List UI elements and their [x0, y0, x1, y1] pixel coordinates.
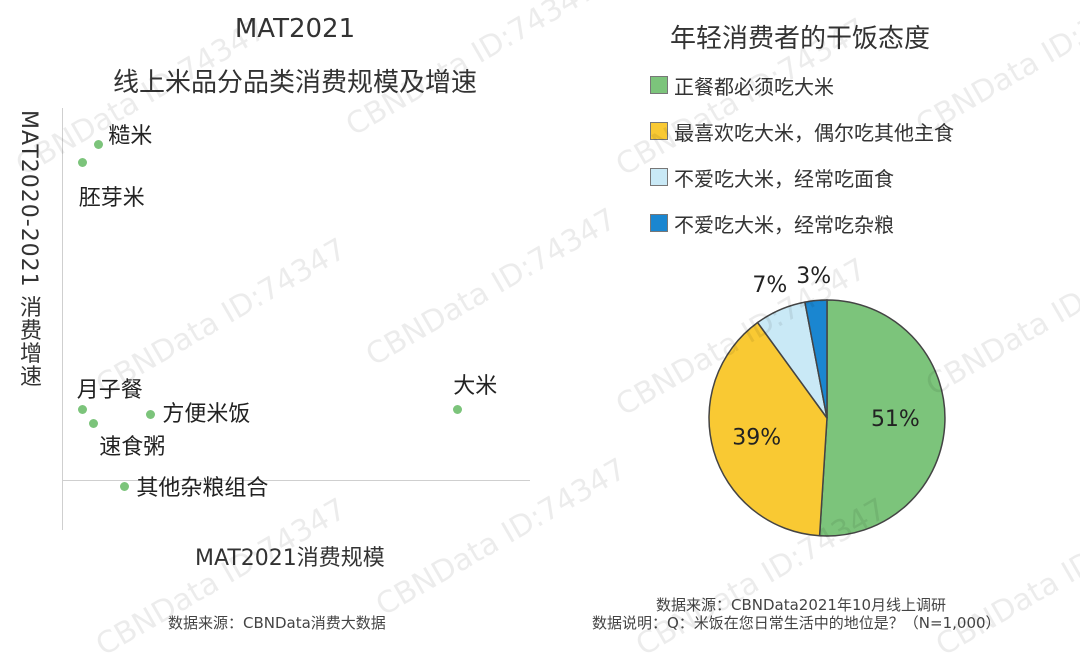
pie-legend-item: 不爱吃大米，经常吃面食 — [650, 164, 894, 191]
pie-legend-swatch — [650, 76, 668, 94]
scatter-point — [78, 405, 88, 414]
pie-slice — [818, 299, 946, 537]
scatter-point-label: 其他杂粮组合 — [136, 476, 269, 501]
scatter-point — [93, 139, 103, 149]
pie-legend-swatch — [650, 168, 668, 186]
pie-slice — [804, 299, 828, 419]
pie-legend-item: 不爱吃大米，经常吃杂粮 — [650, 210, 894, 237]
pie-legend-swatch — [650, 214, 668, 232]
pie-legend-label: 正餐都必须吃大米 — [674, 74, 834, 99]
pie-slice-label: 39% — [732, 425, 781, 450]
pie-title: 年轻消费者的干饭态度 — [669, 24, 930, 54]
scatter-point-label: 速食粥 — [99, 435, 166, 460]
pie-slice-label: 3% — [796, 264, 831, 289]
pie-note: 数据说明：Q：米饭在您日常生活中的地位是？（N=1,000） — [592, 614, 1001, 632]
pie-legend-item: 正餐都必须吃大米 — [650, 72, 834, 99]
scatter-panel: MAT2021 线上米品分品类消费规模及增速 MAT2020-2021 消费增速… — [16, 14, 530, 632]
scatter-point — [145, 409, 155, 419]
scatter-x-axis — [62, 480, 530, 481]
scatter-x-axis-title: MAT2021消费规模 — [195, 546, 385, 571]
scatter-point — [119, 481, 129, 491]
pie-legend-item: 最喜欢吃大米，偶尔吃其他主食 — [650, 118, 954, 145]
scatter-y-axis — [62, 108, 63, 530]
scatter-point — [78, 157, 88, 167]
pie-source: 数据来源：CBNData2021年10月线上调研 — [656, 596, 947, 614]
scatter-point — [88, 418, 98, 428]
scatter-y-axis-title: MAT2020-2021 消费增速 — [16, 110, 41, 388]
scatter-point-label: 月子餐 — [76, 377, 143, 403]
scatter-point-label: 糙米 — [108, 124, 153, 149]
pie-slice — [708, 321, 828, 537]
pie-slice-label: 7% — [752, 273, 787, 298]
scatter-point — [452, 405, 462, 414]
pie-chart: 51% 39% 7% 3% — [708, 264, 946, 537]
pie-slice-label: 51% — [871, 407, 920, 432]
pie-legend-swatch — [650, 122, 668, 140]
scatter-point-label: 大米 — [453, 373, 498, 399]
scatter-title: MAT2021 — [234, 14, 356, 44]
scatter-source: 数据来源：CBNData消费大数据 — [168, 614, 386, 632]
pie-legend-label: 最喜欢吃大米，偶尔吃其他主食 — [674, 120, 954, 145]
scatter-point-label: 胚芽米 — [78, 186, 145, 211]
pie-legend-label: 不爱吃大米，经常吃面食 — [674, 166, 894, 191]
pie-legend-label: 不爱吃大米，经常吃杂粮 — [674, 212, 894, 237]
pie-panel: 年轻消费者的干饭态度 正餐都必须吃大米最喜欢吃大米，偶尔吃其他主食 不爱吃大米，经… — [560, 0, 1080, 646]
scatter-point-label: 方便米饭 — [162, 402, 251, 427]
scatter-subtitle: 线上米品分品类消费规模及增速 — [112, 68, 477, 98]
